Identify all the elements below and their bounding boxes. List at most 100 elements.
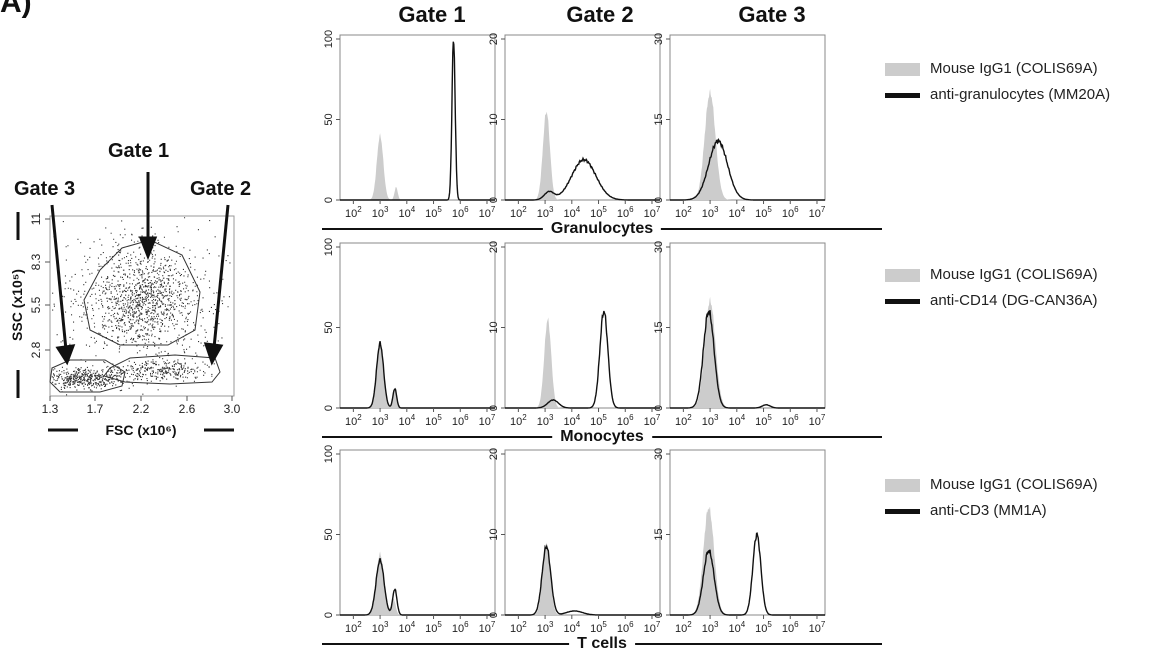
- y-tick-label: 50: [323, 113, 335, 125]
- x-tick-label: 104: [563, 620, 580, 635]
- gate-header-3: Gate 3: [738, 2, 806, 27]
- y-tick-label: 30: [653, 33, 665, 45]
- histogram-frame: [669, 449, 826, 616]
- x-tick-label: 102: [345, 413, 362, 428]
- histogram-panel: 102 103 104 105 106 107 0 10 20: [488, 33, 661, 220]
- x-tick-label: 106: [617, 620, 634, 635]
- antibody-histogram: [340, 341, 495, 409]
- antibody-histogram: [670, 310, 825, 409]
- x-tick-label: 107: [644, 620, 661, 635]
- fsc-tick-label: 2.6: [179, 402, 196, 416]
- control-swatch: [885, 479, 920, 492]
- y-tick-label: 20: [488, 448, 500, 460]
- scatter-dots: [51, 217, 231, 396]
- antibody-histogram: [670, 137, 825, 201]
- histogram-frame: [339, 242, 496, 409]
- x-tick-label: 103: [372, 620, 389, 635]
- y-tick-label: 0: [653, 197, 665, 203]
- x-tick-label: 104: [398, 205, 415, 220]
- x-tick-label: 102: [345, 620, 362, 635]
- x-tick-label: 102: [345, 205, 362, 220]
- x-tick-label: 103: [537, 620, 554, 635]
- population-label-granulocytes: Granulocytes: [542, 220, 662, 238]
- antibody-swatch: [885, 299, 920, 304]
- histogram-panel: 102 103 104 105 106 107 0 50 100: [323, 238, 496, 428]
- legend-antibody-label: anti-CD3 (MM1A): [930, 502, 1047, 519]
- histogram-panel: 102 103 104 105 106 107 0 15 30: [653, 448, 826, 635]
- legend-control-label: Mouse IgG1 (COLIS69A): [930, 60, 1098, 77]
- x-tick-label: 104: [398, 620, 415, 635]
- legend-control-label: Mouse IgG1 (COLIS69A): [930, 266, 1098, 283]
- y-tick-label: 30: [653, 241, 665, 253]
- x-tick-label: 104: [563, 205, 580, 220]
- x-tick-label: 105: [590, 620, 607, 635]
- y-tick-label: 15: [653, 113, 665, 125]
- antibody-swatch: [885, 93, 920, 98]
- y-tick-label: 10: [488, 113, 500, 125]
- x-tick-label: 102: [675, 205, 692, 220]
- y-tick-label: 20: [488, 33, 500, 45]
- scatter-gate-1-label: Gate 1: [108, 140, 170, 162]
- x-tick-label: 106: [452, 413, 469, 428]
- x-tick-label: 105: [590, 413, 607, 428]
- control-histogram: [340, 551, 495, 615]
- x-tick-label: 102: [510, 413, 527, 428]
- x-tick-label: 104: [728, 413, 745, 428]
- x-tick-label: 103: [702, 205, 719, 220]
- x-tick-label: 102: [510, 205, 527, 220]
- x-tick-label: 107: [479, 205, 496, 220]
- x-tick-label: 104: [728, 620, 745, 635]
- fsc-tick-label: 2.2: [133, 402, 150, 416]
- scatter-gate-2-label: Gate 2: [190, 178, 252, 200]
- control-histogram: [670, 296, 825, 408]
- control-histogram: [505, 111, 660, 200]
- histogram-panel: 102 103 104 105 106 107 0 10 20: [488, 448, 661, 635]
- control-swatch: [885, 269, 920, 282]
- fsc-axis-label: FSC (x10⁶): [105, 422, 176, 438]
- histogram-frame: [669, 34, 826, 201]
- x-tick-label: 105: [755, 205, 772, 220]
- y-tick-label: 0: [653, 405, 665, 411]
- scatter-events: [51, 217, 231, 396]
- x-tick-label: 107: [644, 413, 661, 428]
- control-histogram: [505, 317, 660, 408]
- antibody-swatch: [885, 509, 920, 514]
- fsc-tick-label: 1.7: [87, 402, 104, 416]
- x-tick-label: 104: [728, 205, 745, 220]
- population-label-monocytes: Monocytes: [552, 428, 652, 446]
- x-tick-label: 102: [510, 620, 527, 635]
- x-tick-label: 107: [809, 620, 826, 635]
- x-tick-label: 106: [452, 620, 469, 635]
- histogram-frame: [504, 34, 661, 201]
- legend-antibody-label: anti-CD14 (DG-CAN36A): [930, 292, 1098, 309]
- ssc-tick-label: 8.3: [29, 253, 43, 270]
- x-tick-label: 104: [563, 413, 580, 428]
- y-tick-label: 50: [323, 528, 335, 540]
- histogram-panel: 102 103 104 105 106 107 0 50 100: [323, 445, 496, 635]
- y-tick-label: 100: [323, 30, 335, 48]
- histogram-frame: [339, 449, 496, 616]
- fsc-tick-label: 1.3: [42, 402, 59, 416]
- gate-3-polygon: [49, 359, 126, 393]
- y-tick-label: 50: [323, 321, 335, 333]
- y-tick-label: 20: [488, 241, 500, 253]
- y-tick-label: 15: [653, 321, 665, 333]
- x-tick-label: 107: [479, 620, 496, 635]
- x-tick-label: 105: [755, 620, 772, 635]
- x-tick-label: 106: [782, 205, 799, 220]
- x-tick-label: 105: [755, 413, 772, 428]
- gate-1-polygon: [83, 239, 201, 346]
- x-tick-label: 105: [425, 413, 442, 428]
- y-tick-label: 0: [488, 405, 500, 411]
- x-tick-label: 105: [425, 205, 442, 220]
- y-tick-label: 0: [323, 197, 335, 203]
- y-tick-label: 30: [653, 448, 665, 460]
- control-histogram: [670, 88, 825, 200]
- x-tick-label: 102: [675, 413, 692, 428]
- histogram-panel: 102 103 104 105 106 107 0 10 20: [488, 241, 661, 428]
- ssc-tick-label: 11: [29, 212, 43, 225]
- y-tick-label: 100: [323, 445, 335, 463]
- scatter-gate-3-label: Gate 3: [14, 178, 76, 200]
